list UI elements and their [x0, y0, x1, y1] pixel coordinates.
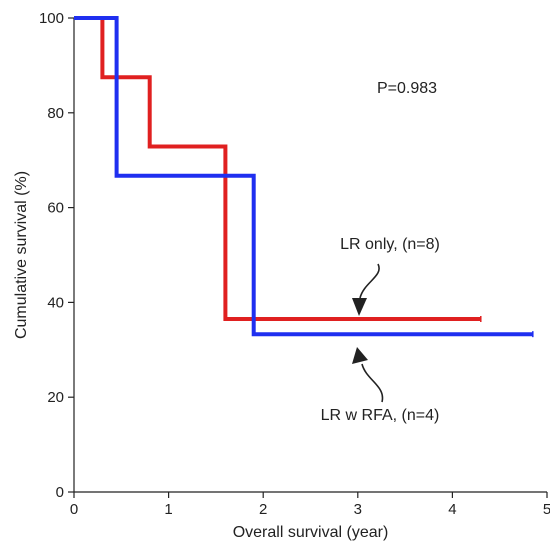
y-tick-label: 60	[47, 200, 64, 217]
x-axis-label: Overall survival (year)	[233, 524, 389, 541]
y-tick-label: 100	[39, 10, 64, 27]
lr-only-series-label: LR only, (n=8)	[340, 236, 440, 253]
x-tick-label: 3	[354, 501, 362, 518]
x-ticks: 0 1 2 3 4 5	[70, 492, 550, 518]
series-line-lr-only	[74, 16, 481, 321]
lr-rfa-series-label: LR w RFA, (n=4)	[321, 407, 440, 424]
series-layer	[74, 16, 534, 338]
y-tick-label: 80	[47, 105, 64, 122]
lr-rfa-arrowhead-icon	[352, 347, 368, 364]
y-tick-label: 20	[47, 389, 64, 406]
x-tick-label: 0	[70, 501, 78, 518]
lr-rfa-arrow-icon	[361, 363, 384, 403]
x-tick-label: 5	[543, 501, 550, 518]
x-tick-label: 2	[259, 501, 267, 518]
p-value-annotation: P=0.983	[377, 80, 437, 97]
y-tick-label: 0	[56, 484, 64, 501]
series-line-lr-rfa	[74, 16, 533, 337]
y-tick-label: 40	[47, 294, 64, 311]
y-ticks: 0 20 40 60 80 100	[39, 10, 74, 501]
x-tick-label: 4	[448, 501, 456, 518]
y-axis-label: Cumulative survival (%)	[13, 171, 30, 339]
x-tick-label: 1	[164, 501, 172, 518]
lr-only-arrow-icon	[359, 263, 380, 299]
lr-only-arrowhead-icon	[352, 298, 367, 316]
